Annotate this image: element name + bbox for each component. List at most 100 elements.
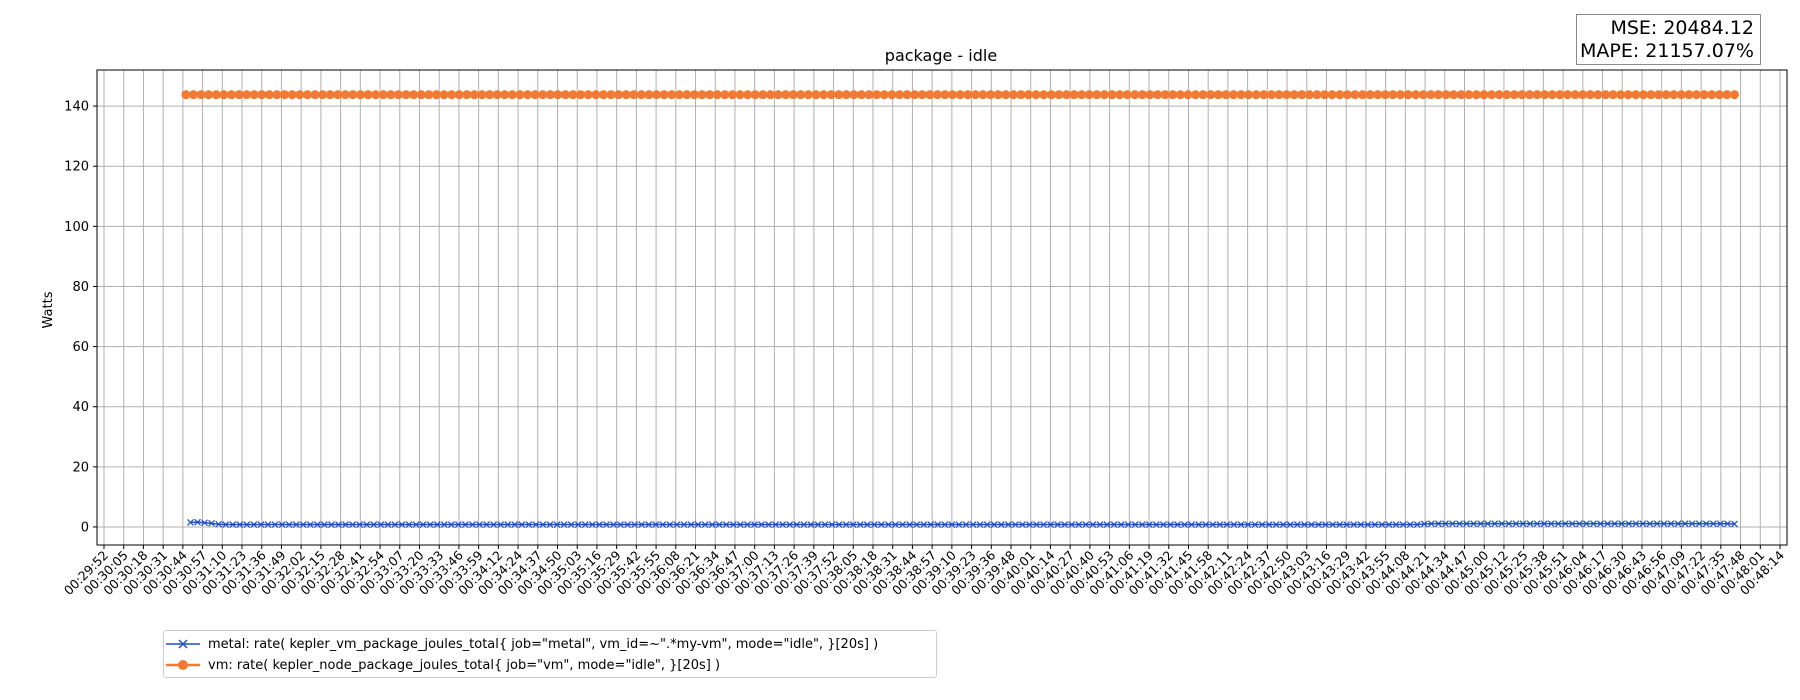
data-point-vm — [803, 90, 813, 100]
data-point-metal — [1315, 521, 1322, 528]
data-point-vm — [917, 90, 927, 100]
data-point-vm — [1494, 90, 1504, 100]
data-point-vm — [758, 90, 768, 100]
data-point-metal — [1392, 521, 1400, 528]
data-point-vm — [431, 90, 441, 100]
data-point-metal — [1427, 520, 1435, 528]
data-point-vm — [1054, 90, 1064, 100]
data-point-metal — [1667, 520, 1675, 528]
data-point-metal — [440, 521, 448, 528]
data-point-metal — [574, 521, 582, 528]
data-point-vm — [879, 90, 889, 100]
x-axis: 00:29:5200:30:0500:30:1800:30:3100:30:44… — [61, 545, 1787, 598]
data-point-metal — [1329, 521, 1337, 528]
data-point-metal — [1477, 520, 1485, 528]
data-point-metal — [518, 521, 526, 528]
data-point-metal — [1089, 521, 1097, 528]
data-point-metal — [1026, 521, 1033, 528]
data-point-vm — [1623, 90, 1633, 100]
data-point-metal — [581, 521, 589, 528]
legend-marker-circle-icon — [166, 660, 200, 670]
data-point-metal — [793, 521, 801, 528]
data-point-vm — [955, 90, 965, 100]
data-point-metal — [1110, 521, 1118, 528]
data-point-vm — [523, 90, 533, 100]
data-point-metal — [638, 521, 646, 528]
data-point-vm — [1631, 90, 1641, 100]
data-point-vm — [1502, 90, 1512, 100]
data-point-metal — [962, 521, 970, 528]
data-point-metal — [469, 521, 476, 528]
data-point-vm — [993, 90, 1003, 100]
data-point-vm — [264, 90, 274, 100]
data-point-metal — [1343, 521, 1351, 528]
data-point-metal — [1420, 520, 1428, 528]
series-layer — [181, 90, 1739, 528]
data-point-metal — [236, 521, 244, 528]
data-point-vm — [697, 90, 707, 100]
data-point-metal — [1075, 521, 1083, 528]
data-point-metal — [1258, 521, 1266, 528]
data-point-metal — [906, 521, 914, 528]
data-point-vm — [1297, 90, 1307, 100]
data-point-vm — [242, 90, 252, 100]
legend-label-vm: vm: rate( kepler_node_package_joules_tot… — [208, 657, 721, 673]
data-point-metal — [1709, 520, 1717, 528]
legend: metal: rate( kepler_vm_package_joules_to… — [163, 630, 937, 678]
data-point-vm — [1160, 90, 1170, 100]
data-point-vm — [469, 90, 479, 100]
legend-label-metal: metal: rate( kepler_vm_package_joules_to… — [208, 636, 879, 652]
data-point-metal — [419, 521, 427, 528]
data-point-metal — [447, 521, 455, 528]
data-point-vm — [1342, 90, 1352, 100]
data-point-vm — [333, 90, 343, 100]
data-point-metal — [1068, 521, 1076, 528]
data-point-metal — [377, 521, 385, 528]
data-point-metal — [800, 521, 808, 528]
data-point-vm — [1433, 90, 1443, 100]
data-point-metal — [934, 521, 942, 528]
data-point-metal — [1695, 520, 1703, 528]
data-point-metal — [426, 521, 434, 528]
data-point-metal — [1385, 521, 1393, 528]
data-point-metal — [1308, 521, 1315, 528]
data-point-metal — [885, 521, 892, 528]
data-point-metal — [363, 521, 371, 528]
data-point-metal — [1519, 520, 1527, 528]
data-point-metal — [807, 521, 815, 528]
data-point-vm — [1191, 90, 1201, 100]
data-point-metal — [1484, 520, 1492, 528]
data-point-metal — [1195, 521, 1203, 528]
data-point-metal — [384, 521, 392, 528]
data-point-vm — [1092, 90, 1102, 100]
data-point-vm — [720, 90, 730, 100]
data-point-metal — [1533, 520, 1541, 528]
data-point-vm — [1031, 90, 1041, 100]
data-point-metal — [913, 521, 921, 528]
data-point-metal — [835, 521, 843, 528]
data-point-metal — [461, 521, 469, 528]
data-point-metal — [313, 521, 321, 528]
data-point-metal — [1279, 521, 1287, 528]
data-point-metal — [1547, 520, 1555, 528]
data-point-vm — [887, 90, 897, 100]
data-point-metal — [1625, 520, 1633, 528]
data-point-metal — [1681, 520, 1689, 528]
data-point-vm — [1107, 90, 1117, 100]
data-point-metal — [1159, 521, 1167, 528]
data-point-vm — [234, 90, 244, 100]
data-point-vm — [340, 90, 350, 100]
data-point-metal — [1216, 521, 1224, 528]
data-point-metal — [1138, 521, 1146, 528]
data-point-metal — [1505, 520, 1513, 528]
data-point-metal — [454, 521, 462, 528]
data-point-vm — [1699, 90, 1709, 100]
data-point-metal — [490, 521, 498, 528]
data-point-metal — [257, 521, 265, 528]
data-point-metal — [215, 520, 223, 528]
data-point-metal — [708, 521, 716, 528]
data-point-metal — [1322, 521, 1329, 528]
data-point-vm — [530, 90, 540, 100]
data-point-metal — [1033, 521, 1040, 528]
data-point-vm — [978, 90, 988, 100]
